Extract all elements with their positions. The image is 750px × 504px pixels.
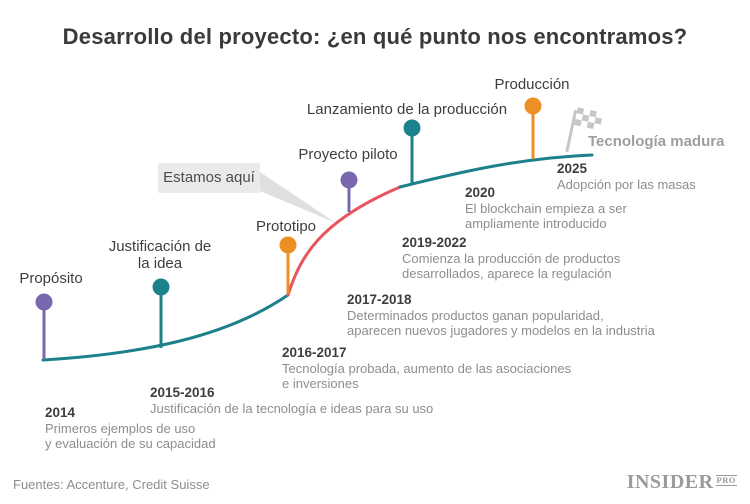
period-year: 2015-2016 [150, 385, 215, 400]
milestone-label-lanzamiento: Lanzamiento de la producción [306, 101, 508, 118]
period-line: El blockchain empieza a ser [465, 201, 627, 216]
period-year: 2020 [465, 185, 496, 200]
pin-head-proposito [35, 293, 53, 311]
logo-brand-text: INSIDER [626, 471, 714, 493]
period-year: 2014 [45, 405, 76, 420]
period-line: ampliamente introducido [465, 216, 607, 231]
period-2020: 2020 El blockchain empieza a ser ampliam… [465, 185, 627, 231]
milestone-label-justificacion: Justificación de la idea [108, 238, 212, 272]
period-year: 2025 [557, 161, 588, 176]
pin-head-produccion [524, 97, 542, 115]
period-2014: 2014 Primeros ejemplos de uso y evaluaci… [45, 405, 216, 451]
period-line: Justificación de la tecnología e ideas p… [150, 401, 434, 416]
period-2017-2018: 2017-2018 Determinados productos ganan p… [347, 292, 655, 338]
period-2019-2022: 2019-2022 Comienza la producción de prod… [402, 235, 620, 281]
pin-head-proyecto-piloto [340, 171, 358, 189]
insider-pro-logo: INSIDER PRO [627, 472, 737, 492]
pin-head-lanzamiento [403, 119, 421, 137]
period-line: e inversiones [282, 376, 359, 391]
callout-pointer [260, 172, 336, 223]
period-line: desarrollados, aparece la regulación [402, 266, 612, 281]
period-year: 2016-2017 [282, 345, 347, 360]
period-line: Tecnología probada, aumento de las asoci… [282, 361, 572, 376]
curve-segment-current [286, 185, 402, 297]
period-2025: 2025 Adopción por las masas [557, 161, 696, 192]
pin-head-justificacion [152, 278, 170, 296]
estamos-aqui-callout: Estamos aquí [158, 163, 260, 193]
logo-pro-badge: PRO [715, 475, 737, 486]
curve-segment-early [41, 293, 290, 362]
period-line: Adopción por las masas [557, 177, 696, 192]
period-year: 2019-2022 [402, 235, 467, 250]
period-2016-2017: 2016-2017 Tecnología probada, aumento de… [282, 345, 571, 391]
period-year: 2017-2018 [347, 292, 412, 307]
period-2015-2016: 2015-2016 Justificación de la tecnología… [150, 385, 433, 416]
period-line: Determinados productos ganan popularidad… [347, 308, 604, 323]
milestone-label-produccion: Producción [494, 76, 570, 93]
curve-segment-maturity [398, 153, 594, 189]
milestone-label-prototipo: Prototipo [255, 218, 317, 235]
pin-head-prototipo [279, 236, 297, 254]
finish-flag-icon [565, 107, 603, 153]
period-line: y evaluación de su capacidad [45, 436, 216, 451]
milestone-label-proposito: Propósito [19, 270, 83, 287]
page-title: Desarrollo del proyecto: ¿en qué punto n… [62, 24, 688, 49]
milestone-label-proyecto-piloto: Proyecto piloto [298, 146, 398, 163]
period-line: Primeros ejemplos de uso [45, 421, 196, 436]
period-line: aparecen nuevos jugadores y modelos en l… [347, 323, 655, 338]
milestone-label-tecnologia-madura: Tecnología madura [588, 133, 725, 150]
sources-credit: Fuentes: Accenture, Credit Suisse [13, 477, 210, 492]
period-line: Comienza la producción de productos [402, 251, 621, 266]
